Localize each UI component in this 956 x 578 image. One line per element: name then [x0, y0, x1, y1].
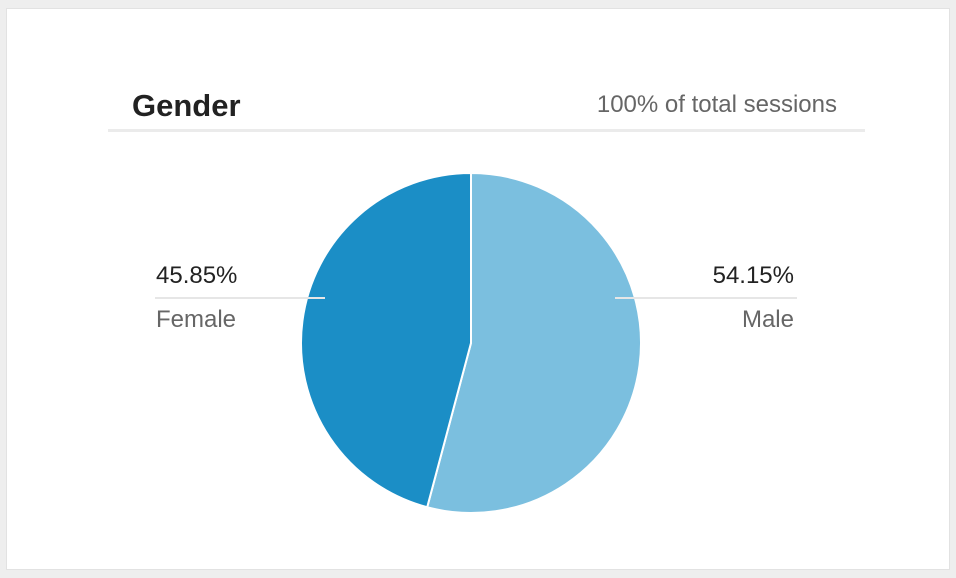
male-label-line [615, 297, 797, 299]
card-subtitle: 100% of total sessions [596, 91, 837, 118]
pie-slice-female[interactable] [300, 171, 472, 509]
female-name-label: Female [156, 306, 237, 333]
pie-slice-male[interactable] [425, 171, 642, 514]
card-header: Gender 100% of total sessions [108, 79, 865, 132]
female-label-line [155, 297, 325, 299]
female-pct-label: 45.85% [156, 262, 238, 289]
male-pct-label: 54.15% [712, 262, 794, 289]
card-title: Gender [132, 88, 241, 123]
male-name-label: Male [741, 306, 794, 333]
